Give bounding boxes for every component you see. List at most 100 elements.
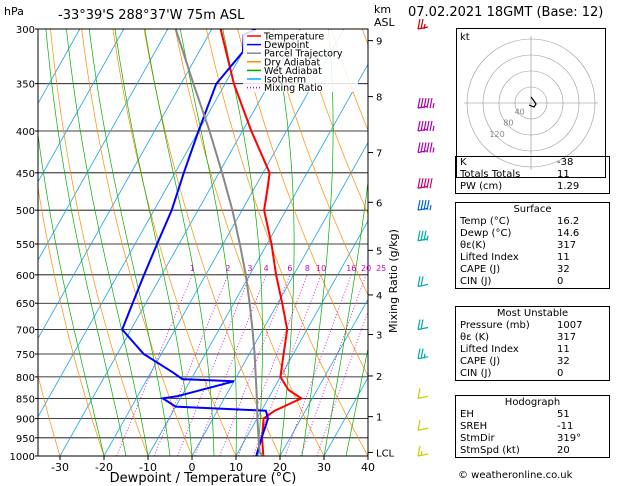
wind-barb: [417, 319, 429, 331]
barb-half: [420, 450, 423, 457]
surface-label: CAPE (J): [460, 264, 501, 275]
wind-barb: [417, 120, 435, 132]
legend-label: Dry Adiabat: [264, 57, 321, 68]
barb-flag: [417, 142, 421, 153]
wind-barb: [417, 98, 435, 109]
wet-adiabat: [45, 29, 127, 456]
wind-barbs: [417, 18, 435, 457]
barb-flag: [429, 98, 433, 109]
index-label: Totals Totals: [460, 169, 521, 180]
mixing-ratio-line: [252, 274, 322, 456]
isotherm-0: [191, 141, 368, 456]
wet-adiabat: [144, 29, 215, 456]
surface-value: 0: [557, 276, 564, 287]
dry-adiabat: [425, 29, 455, 456]
index-label: K: [460, 157, 467, 168]
mixing-ratio-label: 1: [190, 264, 195, 273]
mixing-ratio-label: 4: [264, 264, 269, 273]
barb-flag: [420, 18, 424, 30]
mixing-ratio-line: [177, 274, 251, 456]
dry-adiabat: [81, 29, 193, 456]
barb-staff: [417, 105, 429, 109]
mixing-ratio-label: 25: [376, 264, 386, 273]
wet-adiabat: [222, 29, 263, 456]
pressure-tick-label: 750: [16, 350, 35, 361]
mixing-ratio-line: [237, 274, 308, 456]
mixing-ratio-line: [153, 274, 229, 456]
datetime-title: 07.02.2021 18GMT (Base: 12): [408, 5, 604, 20]
barb-flag: [417, 388, 421, 399]
barb-flag: [420, 120, 424, 132]
barb-flag: [420, 319, 424, 330]
km-tick-label: 6: [376, 198, 382, 209]
x-axis-title: Dewpoint / Temperature (°C): [110, 471, 297, 486]
temp-tick-label: 20: [273, 461, 287, 474]
surface-label: CIN (J): [460, 276, 492, 287]
barb-flag: [417, 276, 421, 287]
barb-flag: [420, 142, 424, 153]
barb-flag: [423, 230, 427, 241]
barb-staff: [417, 207, 429, 211]
most-unstable-row: θε (K) 317: [456, 332, 609, 344]
barb-flag: [426, 200, 430, 211]
dry-adiabat: [50, 29, 149, 456]
barb-flag: [417, 178, 421, 189]
surface-row: CIN (J) 0: [456, 276, 609, 288]
km-tick-label: 4: [376, 291, 382, 302]
indices-panel: K -38 Totals Totals 11 PW (cm) 1.29: [455, 156, 610, 194]
barb-flag: [426, 120, 430, 132]
most-unstable-value: 0: [557, 368, 564, 379]
location-title: -33°39'S 288°37'W 75m ASL: [58, 8, 245, 23]
hodograph-stat-value: 20: [557, 445, 570, 456]
surface-row: Lifted Index 11: [456, 252, 609, 264]
wind-barb: [417, 230, 429, 242]
wind-barb: [417, 178, 433, 189]
hodograph-stat-value: -11: [557, 421, 574, 432]
legend-label: Parcel Trajectory: [264, 49, 343, 60]
barb-flag: [417, 98, 421, 109]
isotherm--30: [59, 29, 301, 456]
hodograph-stat-row: EH 51: [456, 409, 609, 421]
wind-barb: [417, 420, 429, 431]
most-unstable-row: CAPE (J) 32: [456, 356, 609, 368]
skewt-chart: hPa -33°39'S 288°37'W 75m ASL km ASL 1 2 3…: [4, 3, 455, 486]
surface-value: 11: [557, 252, 570, 263]
surface-row: CAPE (J) 32: [456, 264, 609, 276]
barb-flag: [429, 142, 433, 153]
index-row: Totals Totals 11: [456, 169, 609, 181]
barb-flag: [426, 98, 430, 109]
barb-flag: [417, 319, 421, 330]
surface-row: θε(K) 317: [456, 240, 609, 252]
temperature-line: [219, 29, 304, 456]
barb-flag: [423, 120, 427, 132]
wet-adiabat: [114, 29, 193, 456]
legend-label: Dewpoint: [264, 40, 309, 51]
most-unstable-value: 1007: [557, 320, 583, 331]
barb-flag: [417, 445, 421, 457]
index-value: 11: [557, 169, 570, 180]
barb-flag: [426, 178, 430, 189]
most-unstable-label: θε (K): [460, 332, 490, 343]
hodograph-trace: [528, 96, 537, 108]
legend-label: Wet Adiabat: [264, 66, 322, 77]
temp-tick-label: -20: [95, 461, 113, 474]
wet-adiabat: [88, 29, 171, 456]
pressure-tick-label: 600: [16, 271, 35, 282]
hodograph-ring-label: 40: [515, 107, 525, 116]
hodograph-stat-row: StmDir 319°: [456, 433, 609, 445]
legend-label: Mixing Ratio: [264, 83, 323, 94]
temp-tick-label: 10: [229, 461, 243, 474]
barb-staff: [417, 238, 429, 242]
legend-box: [243, 30, 358, 92]
barb-flag: [429, 120, 433, 132]
km-tick-label: 5: [376, 246, 382, 257]
parcel-line: [174, 29, 264, 456]
barb-staff: [417, 326, 429, 331]
mixing-ratio-label: 2: [225, 264, 230, 273]
pressure-tick-label: 900: [16, 415, 35, 426]
wind-barb: [417, 348, 429, 360]
mixing-ratio-label: 6: [287, 264, 292, 273]
pressure-tick-label: 1000: [10, 452, 35, 463]
wet-adiabat: [38, 132, 105, 456]
surface-row: Dewp (°C) 14.6: [456, 228, 609, 240]
